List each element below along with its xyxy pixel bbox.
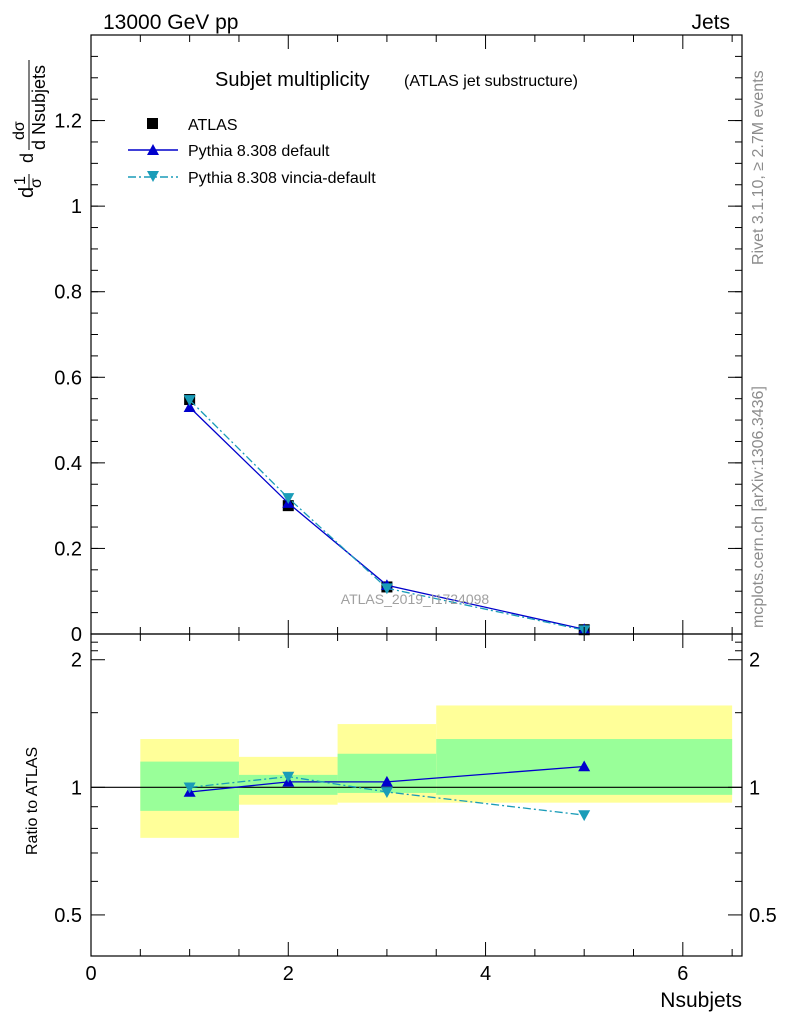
ratio-ytick-label-left-1: 1	[71, 777, 82, 799]
ratio-series-0-point-2	[380, 775, 393, 787]
ratio-series	[183, 760, 591, 822]
main-series-2-line	[189, 399, 585, 631]
x-axis-label: Nsubjets	[660, 989, 742, 1012]
main-ytick-label-2: 0.4	[54, 453, 82, 475]
ratio-series-1-point-1	[282, 771, 295, 783]
ylabel-d-char: d	[17, 153, 37, 163]
main-series-2-point-0	[183, 395, 196, 406]
header-right-label: Jets	[691, 11, 730, 34]
main-ytick-label-6: 1.2	[54, 111, 82, 133]
ylabel-frac-den: σ	[28, 178, 45, 188]
main-ytick-label-1: 0.2	[54, 538, 82, 560]
legend-label-atlas: ATLAS	[188, 117, 238, 134]
xtick-label-3: 6	[677, 963, 688, 985]
header-left-label: 13000 GeV pp	[103, 11, 238, 34]
xtick-label-2: 4	[480, 963, 491, 985]
ratio-series-0-line	[189, 765, 585, 793]
ratio-ytick-label-left-2: 2	[71, 650, 82, 672]
ylabel-d-prefix: d	[16, 187, 38, 198]
main-ytick-label-4: 0.8	[54, 282, 82, 304]
legend: ATLAS Pythia 8.308 default Pythia 8.308 …	[128, 117, 376, 187]
ratio-ytick-label-right-2: 2	[749, 650, 760, 672]
main-y-axis-label: d 1 σ d dσ d Nsubjets	[11, 60, 49, 198]
main-ytick-label-3: 0.6	[54, 367, 82, 389]
plot-subtitle: (ATLAS jet substructure)	[404, 73, 578, 90]
main-series-1-point-0	[183, 401, 196, 413]
legend-label-pythia-vincia: Pythia 8.308 vincia-default	[188, 170, 376, 187]
ratio-frame	[90, 633, 743, 957]
legend-marker-atlas	[147, 118, 158, 129]
main-ytick-label-0: 0	[71, 624, 82, 646]
mcplots-label: mcplots.cern.ch [arXiv:1306.3436]	[750, 386, 767, 628]
ratio-uncertainty-bands	[91, 705, 742, 838]
ratio-series-1-point-3	[578, 810, 591, 822]
plot-title: Subjet multiplicity	[215, 69, 370, 91]
legend-marker-pythia-default	[147, 144, 159, 155]
ratio-y-axis-label: Ratio to ATLAS	[24, 747, 41, 855]
analysis-watermark: ATLAS_2019_I1724098	[341, 591, 490, 607]
ylabel-dsigma: dσ	[11, 121, 28, 140]
rivet-version-label: Rivet 3.1.10, ≥ 2.7M events	[750, 70, 767, 265]
ratio-ytick-label-right-0: 0.5	[749, 905, 777, 927]
axis-ticks: 0 0.2 0.4 0.6 0.8 1 1.2 0 2 4 6 0.5 0.5 1 1 2 2	[54, 35, 777, 985]
ylabel-d-nsubjets: d Nsubjets	[29, 65, 49, 150]
ylabel-frac-num: 1	[12, 176, 29, 185]
ratio-series-1-point-2	[380, 787, 393, 798]
main-series-2-point-2	[380, 583, 393, 595]
ratio-ytick-label-left-0: 0.5	[54, 905, 82, 927]
ratio-series-1-line	[189, 775, 585, 816]
ratio-series-0-point-3	[578, 760, 591, 772]
xtick-label-1: 2	[283, 963, 294, 985]
legend-marker-pythia-vincia	[147, 171, 159, 182]
main-series-1-line	[189, 406, 585, 630]
main-ytick-label-5: 1	[71, 196, 82, 218]
xtick-label-0: 0	[85, 963, 96, 985]
ratio-ytick-label-right-1: 1	[749, 777, 760, 799]
legend-label-pythia-default: Pythia 8.308 default	[188, 143, 330, 160]
ratio-series-1-point-0	[183, 782, 196, 794]
main-series-2-point-1	[282, 493, 295, 504]
